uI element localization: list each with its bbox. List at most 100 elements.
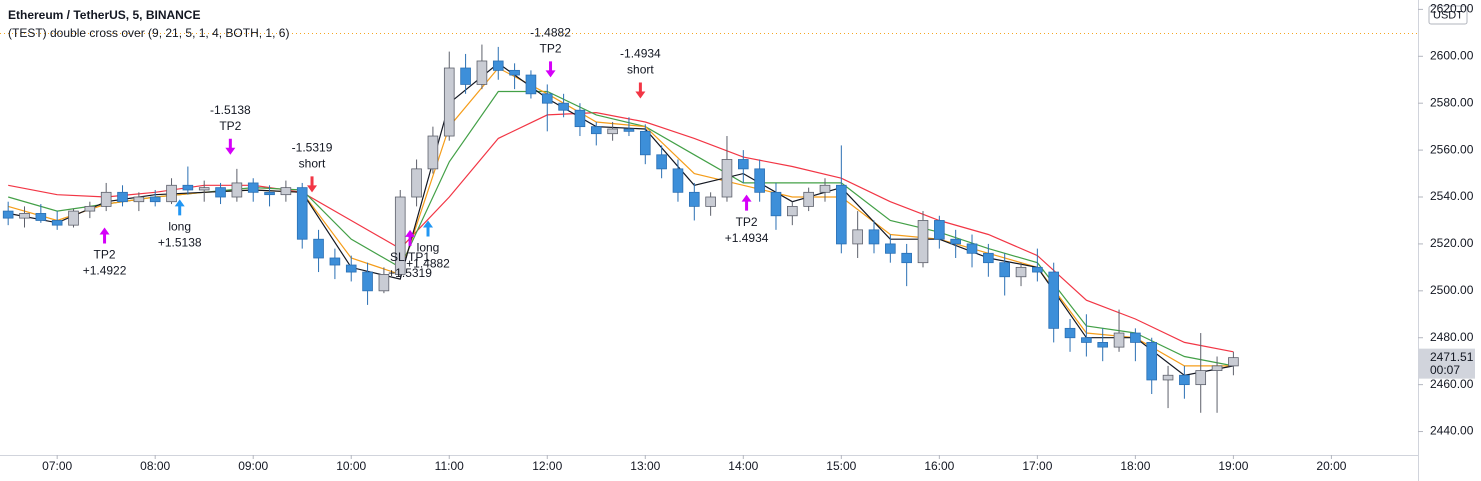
candle-body (19, 213, 30, 219)
candle-body (149, 196, 161, 203)
signal-label: TP2 (94, 248, 116, 262)
ma-line (8, 62, 1234, 376)
signal-arrow (225, 138, 236, 155)
candle-body (215, 187, 226, 198)
y-tick-label: 2580.00 (1430, 95, 1474, 109)
indicator-label: (TEST) double cross over (9, 21, 5, 1, 4… (8, 26, 289, 40)
candle-body (166, 184, 177, 203)
x-tick-label: 18:00 (1120, 459, 1150, 473)
x-tick-label: 14:00 (728, 459, 758, 473)
candle-body (525, 74, 537, 95)
plot-area (2, 44, 1239, 413)
candle-body (345, 264, 357, 273)
signal-arrow (545, 61, 556, 78)
signal-arrow (99, 227, 110, 244)
signal: long +1.5138 (158, 199, 202, 250)
candle-body (1113, 332, 1125, 348)
y-tick-label: 2520.00 (1430, 236, 1474, 250)
last-price-box (1419, 348, 1475, 379)
candle-body (264, 191, 275, 196)
candle-body (1064, 327, 1076, 339)
currency-box[interactable] (1428, 5, 1468, 25)
signal: TP2 -1.5138 (210, 103, 251, 155)
signal-label: long (168, 220, 191, 234)
signal-arrow (405, 229, 416, 246)
signal-arrow (741, 194, 752, 211)
candle-body (411, 168, 422, 198)
x-tick-label: 16:00 (924, 459, 954, 473)
y-tick-label: 2500.00 (1430, 283, 1474, 297)
x-tick-label: 12:00 (532, 459, 562, 473)
y-tick-label: 2540.00 (1430, 189, 1474, 203)
candle-body (182, 184, 194, 191)
x-tick-label: 13:00 (630, 459, 660, 473)
candle-body (950, 238, 961, 245)
candle-body (35, 213, 47, 221)
candle-body (966, 243, 978, 254)
candle-body (1015, 266, 1027, 278)
signal: short -1.4934 (620, 47, 661, 99)
candle-body (1162, 374, 1174, 381)
currency-label[interactable]: USDT (1433, 9, 1463, 21)
signal-label: +1.5319 (388, 266, 432, 280)
candle-body (117, 191, 128, 203)
y-tick-label: 2620.00 (1430, 2, 1474, 16)
signal: long +1.4882 (406, 220, 450, 271)
signal-label: +1.4882 (406, 257, 450, 271)
candle-body (574, 109, 586, 128)
candle-body (705, 196, 716, 207)
candle-body (770, 191, 782, 217)
signal-label: -1.5138 (210, 103, 251, 117)
candle-body (868, 229, 880, 245)
x-tick-label: 17:00 (1022, 459, 1052, 473)
signal-label: SL/TP1 (390, 250, 430, 264)
signal-label: -1.4882 (530, 26, 571, 40)
candle-body (885, 243, 896, 254)
candle-body (51, 220, 63, 226)
signal: TP2 +1.4922 (83, 227, 127, 278)
signal: short -1.5319 (292, 140, 333, 193)
last-price-label: 2471.51 (1430, 350, 1474, 364)
signal-label: +1.5138 (158, 236, 202, 250)
signal-label: TP2 (219, 119, 241, 133)
x-tick-label: 19:00 (1218, 459, 1248, 473)
candle-body (738, 159, 749, 170)
candle-body (1195, 370, 1207, 386)
candle-body (1179, 374, 1190, 386)
signal: TP2 +1.4934 (725, 194, 769, 245)
candle-body (231, 182, 243, 198)
candle-body (656, 154, 667, 170)
candle-body (1146, 342, 1158, 381)
candle-body (672, 168, 684, 193)
chart-title: Ethereum / TetherUS, 5, BINANCE (8, 8, 200, 22)
candle-body (541, 93, 553, 104)
signal-arrow (423, 220, 434, 237)
signal-label: -1.5319 (292, 140, 333, 154)
candle-body (198, 187, 210, 191)
candle-body (999, 262, 1010, 278)
candle-body (476, 60, 488, 85)
candle-body (590, 126, 602, 135)
x-tick-label: 15:00 (826, 459, 856, 473)
signal-arrow (174, 199, 185, 216)
candle-body (688, 191, 700, 207)
candle-body (100, 191, 112, 207)
candle-body (934, 220, 945, 240)
y-tick-label: 2440.00 (1430, 424, 1474, 438)
candle-body (1130, 332, 1141, 343)
candle-body (623, 128, 635, 132)
signal-label: -1.4934 (620, 47, 661, 61)
signal: TP2 -1.4882 (530, 26, 571, 78)
y-tick-label: 2480.00 (1430, 330, 1474, 344)
x-tick-label: 08:00 (140, 459, 170, 473)
candle-body (721, 159, 733, 198)
candle-body (787, 205, 798, 217)
candle-body (443, 67, 455, 137)
x-tick-label: 20:00 (1316, 459, 1346, 473)
candle-body (362, 271, 373, 292)
x-tick-label: 11:00 (435, 459, 464, 473)
candle-body (280, 187, 292, 196)
countdown-label: 00:07 (1430, 363, 1460, 377)
candle-body (394, 196, 406, 275)
